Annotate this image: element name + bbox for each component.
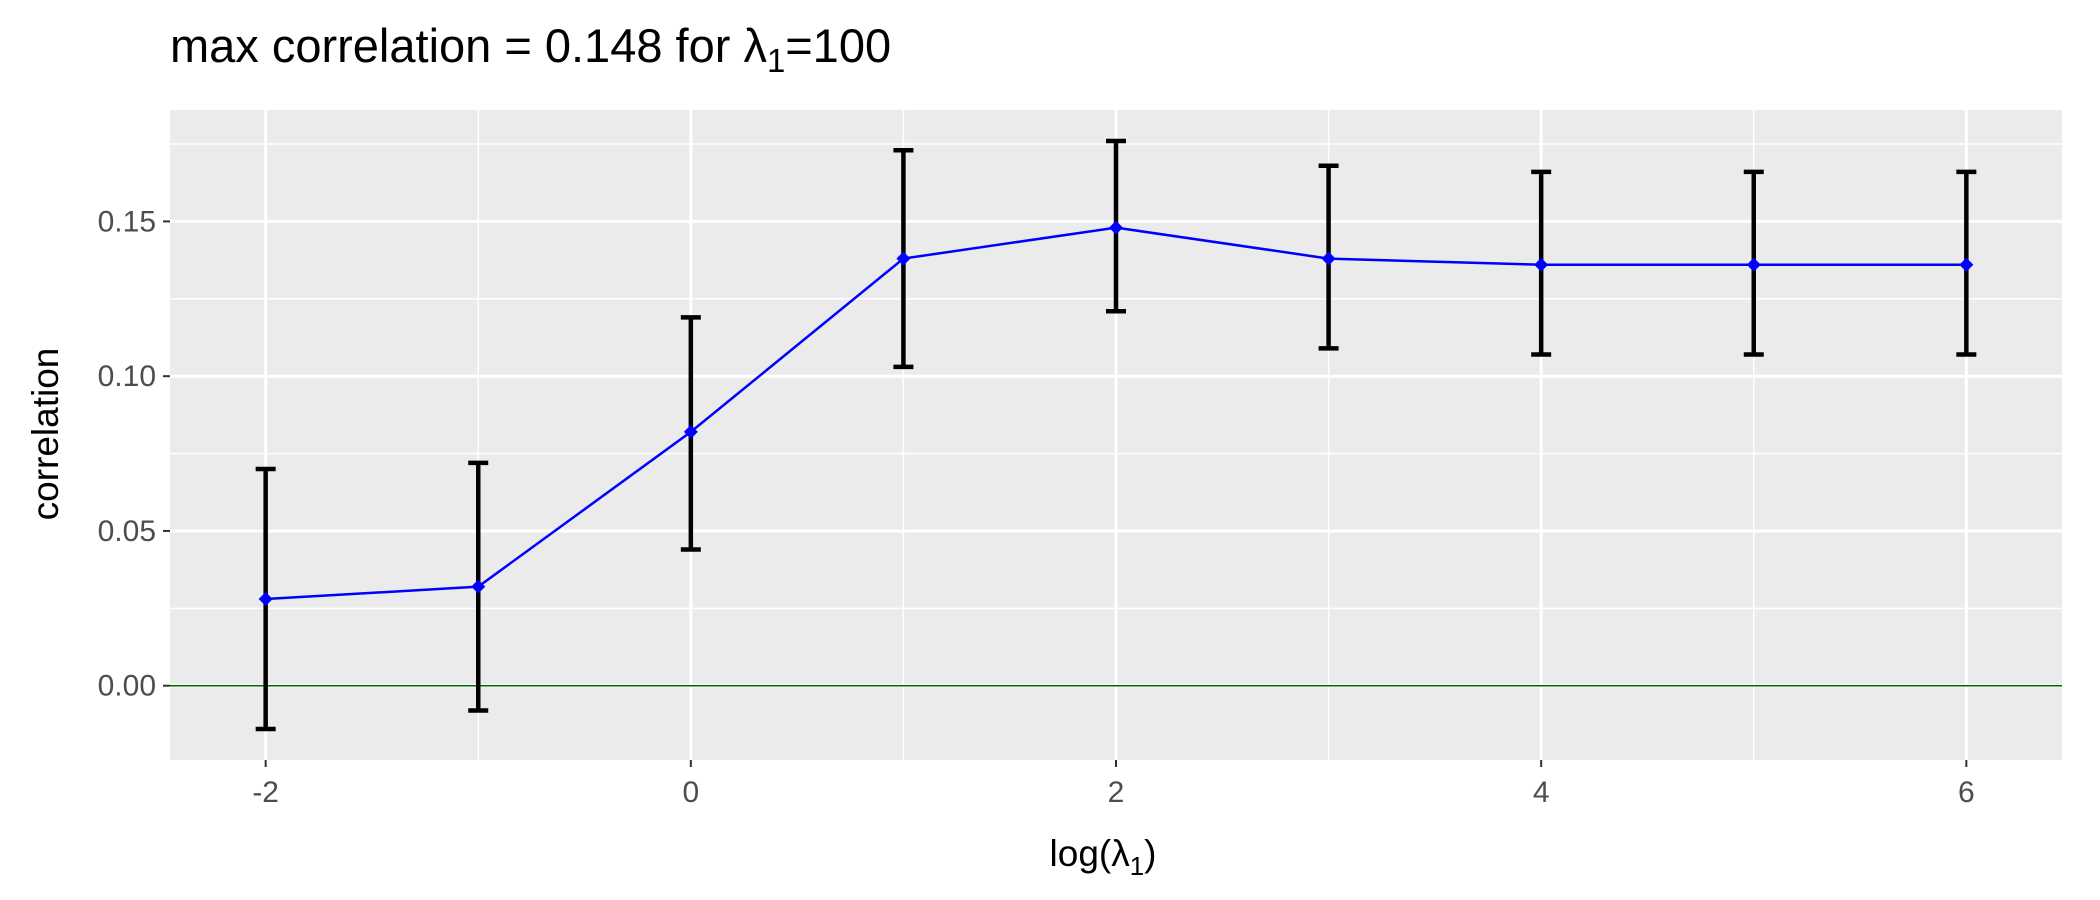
data-point [1959,257,1974,272]
y-tick-label: 0.15 [98,205,156,238]
data-point [1534,257,1549,272]
data-point [1109,220,1123,235]
x-axis-ticks: -2 0 2 4 6 [252,760,1975,809]
error-bars [255,138,1977,732]
x-tick-label: -2 [252,776,279,809]
data-point [1321,251,1336,266]
data-point [1746,257,1761,272]
x-axis-title: log(λ1) [1050,833,1157,881]
x-tick-label: 4 [1533,776,1550,809]
y-axis-title: correlation [25,348,66,521]
data-point [896,251,911,266]
y-tick-label: 0.00 [98,670,156,703]
x-tick-label: 2 [1108,776,1125,809]
data-point [471,579,486,594]
data-point [258,592,273,607]
series-points [258,220,1974,607]
x-tick-label: 0 [682,776,699,809]
chart-title: max correlation = 0.148 for λ1=100 [170,19,891,79]
y-tick-label: 0.10 [98,360,156,393]
x-tick-label: 6 [1958,776,1975,809]
y-tick-label: 0.05 [98,515,156,548]
data-point [683,424,698,439]
y-axis-ticks: 0.00 0.05 0.10 0.15 [98,205,170,703]
